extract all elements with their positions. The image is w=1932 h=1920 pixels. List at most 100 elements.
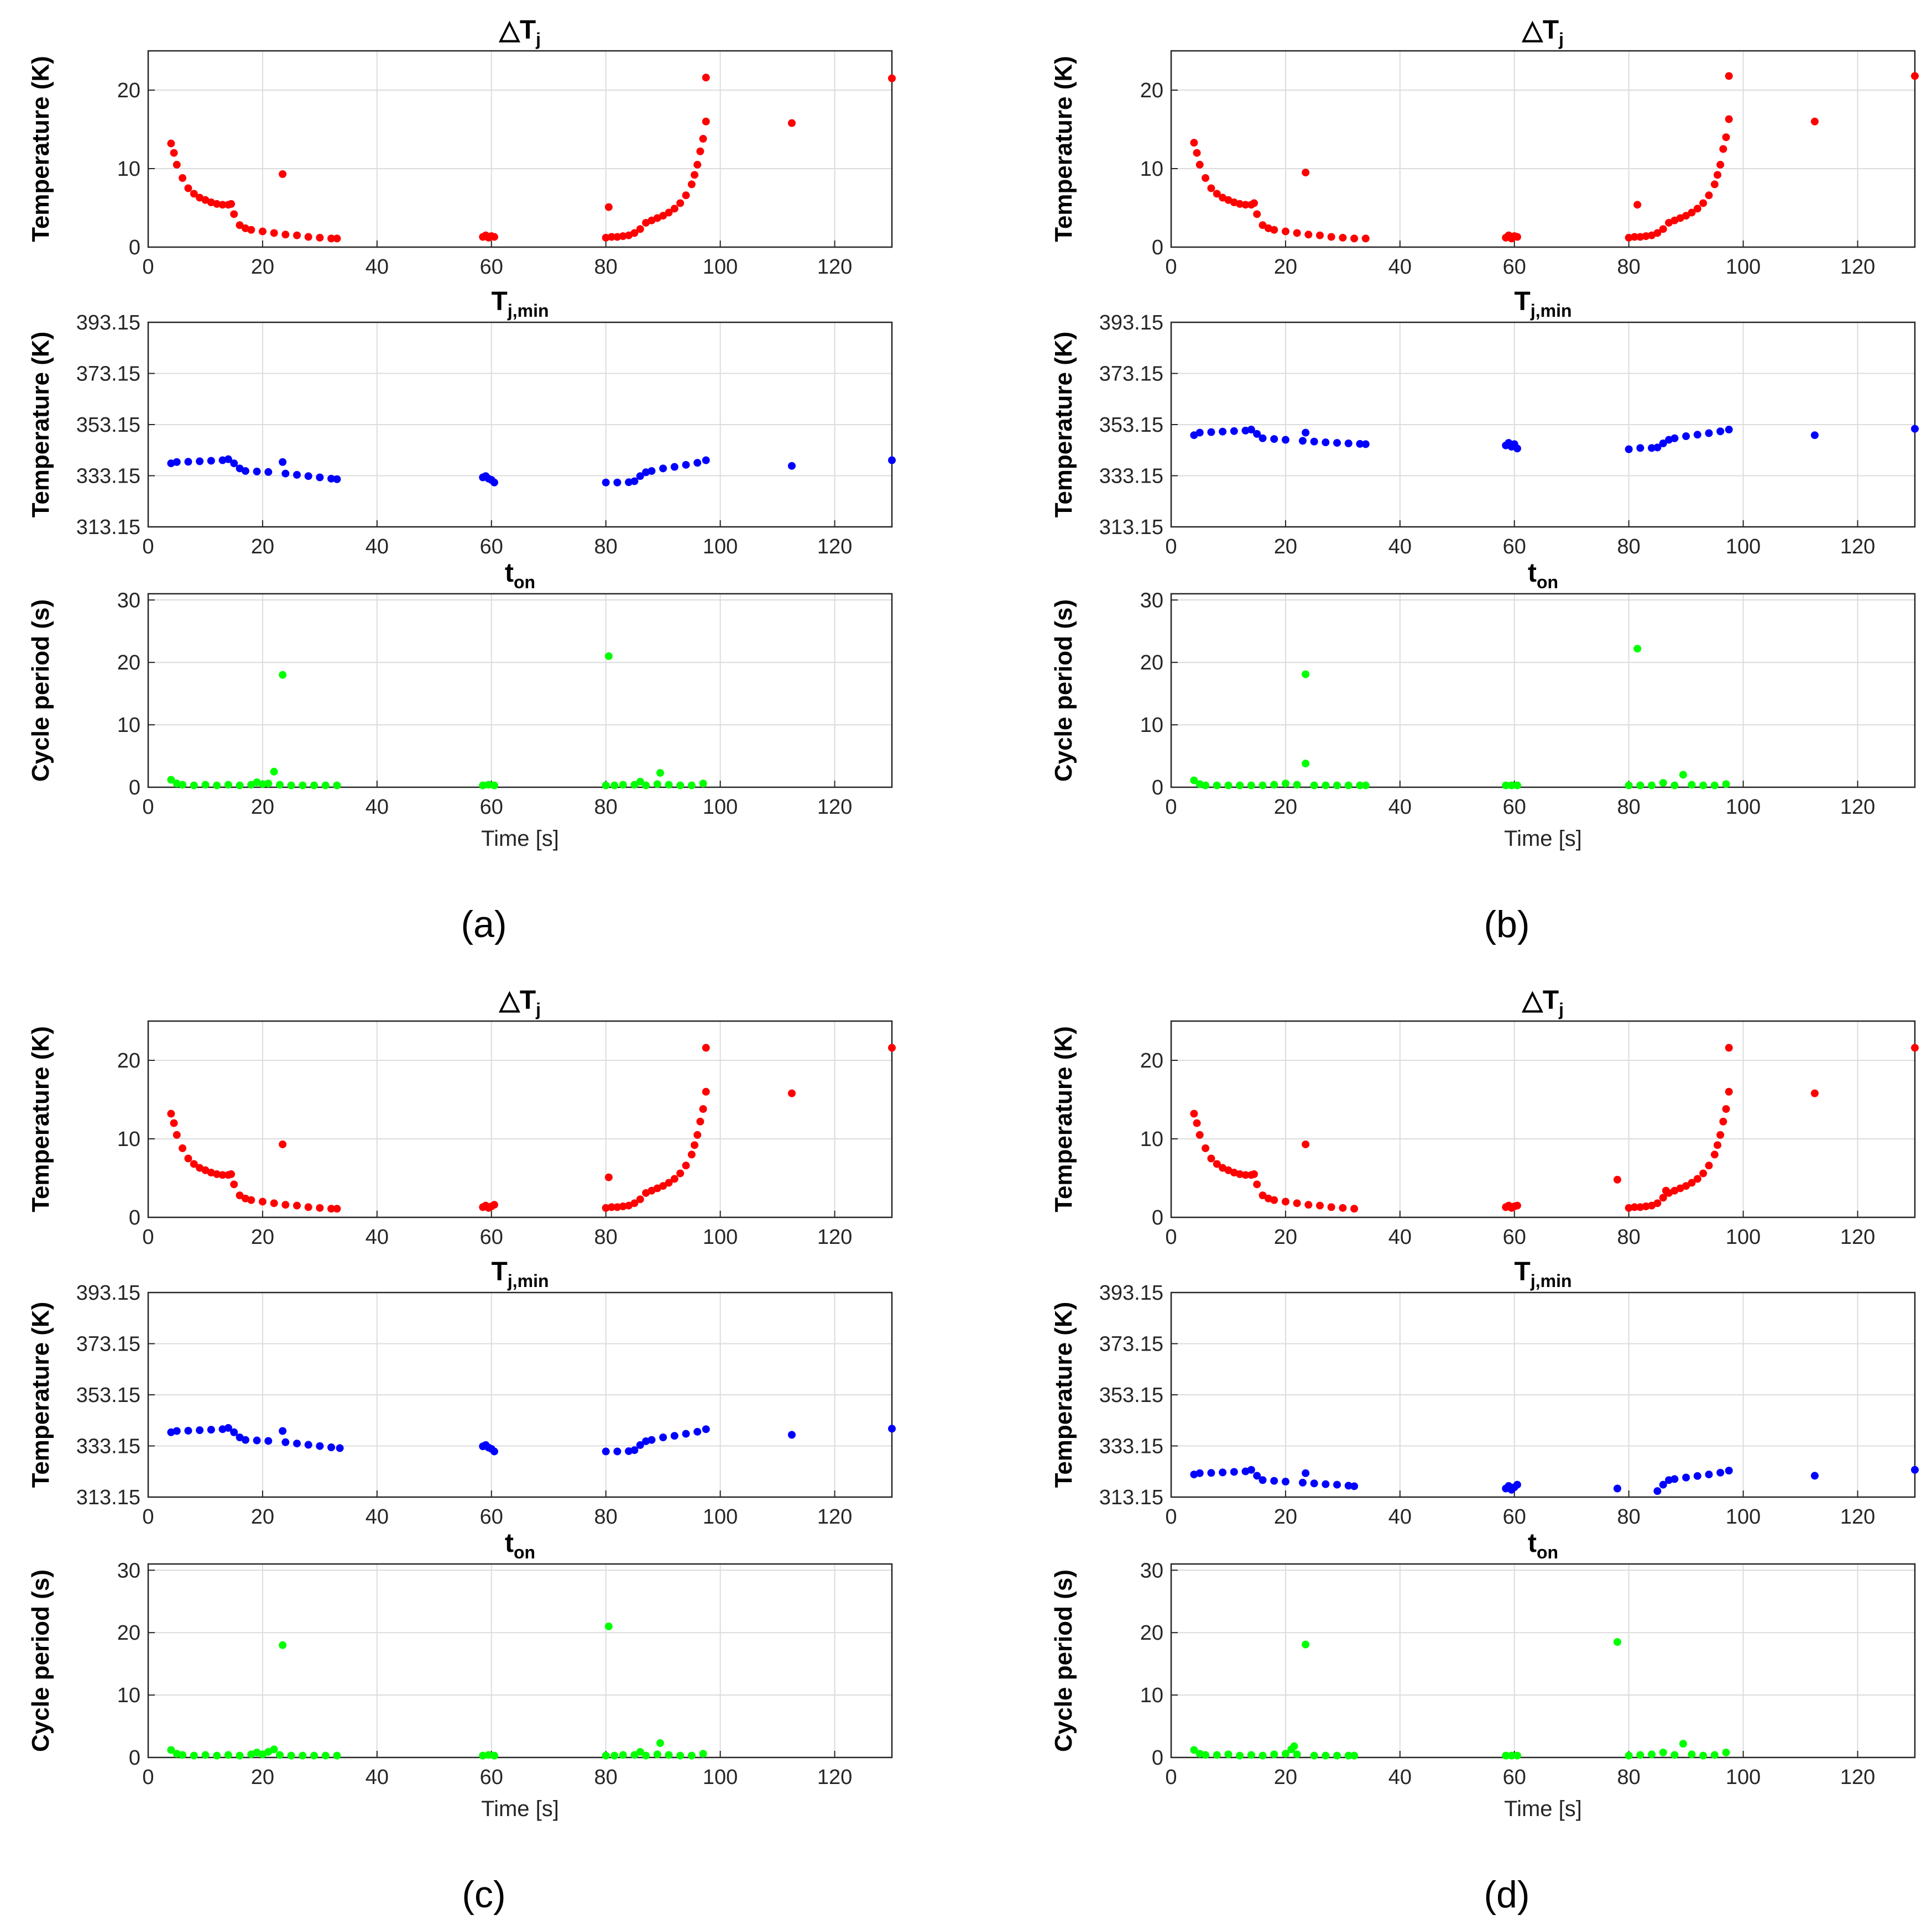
axes-box — [147, 1563, 893, 1759]
data-point — [630, 1446, 639, 1455]
subplot-a-1: 0 20 40 60 80 100 120 313.15 333.15 353.15 373.15 3… — [27, 287, 896, 558]
data-point — [636, 777, 644, 786]
y-tick-label: 30 — [1140, 589, 1163, 612]
data-point — [1253, 430, 1261, 438]
y-tick-label: 333.15 — [76, 465, 140, 488]
data-point — [279, 1140, 287, 1148]
data-point — [1659, 225, 1667, 233]
data-point — [676, 1169, 685, 1178]
data-point — [236, 781, 244, 789]
x-tick-label: 80 — [1617, 1505, 1641, 1529]
data-point — [1281, 436, 1289, 444]
y-axis-label: Temperature (K) — [27, 332, 54, 518]
data-point — [258, 227, 267, 236]
data-point — [196, 1426, 204, 1435]
data-point — [184, 458, 192, 466]
y-tick-label: 10 — [117, 714, 140, 737]
data-point — [275, 1751, 284, 1759]
data-point — [218, 201, 227, 209]
x-tick-label: 120 — [817, 796, 852, 819]
data-point — [1693, 205, 1701, 213]
plot-title-subscript: on — [514, 1542, 535, 1562]
subplot-d-2: 0 20 40 60 80 100 120 0 10 20 30 ton Cycle period (s… — [1050, 1529, 1916, 1821]
plot-title: ton — [505, 1529, 535, 1562]
data-point — [1636, 233, 1644, 241]
data-point — [1648, 444, 1656, 452]
data-point — [702, 117, 710, 125]
data-point — [602, 233, 610, 242]
data-point — [1670, 781, 1679, 789]
data-point — [190, 1751, 198, 1760]
data-point — [1513, 1480, 1521, 1489]
data-point — [1636, 781, 1644, 789]
data-point — [1625, 1751, 1633, 1760]
x-tick-label: 40 — [365, 255, 389, 279]
data-point — [1714, 171, 1722, 179]
panel-caption: (d) — [1484, 1874, 1529, 1916]
x-tick-label: 120 — [1840, 1226, 1875, 1249]
data-point — [270, 767, 278, 776]
data-point — [213, 200, 221, 208]
x-tick-label: 120 — [1840, 255, 1875, 279]
data-point — [184, 1154, 192, 1163]
y-tick-label: 20 — [1140, 651, 1163, 674]
axes-box — [147, 50, 893, 248]
data-point — [630, 781, 639, 789]
data-point — [1270, 1750, 1278, 1759]
x-tick-label: 0 — [142, 1766, 154, 1789]
x-tick-label: 60 — [480, 1226, 503, 1249]
data-point — [293, 1201, 301, 1210]
data-point — [787, 462, 796, 470]
data-point — [1642, 1202, 1650, 1211]
data-point — [1631, 1203, 1639, 1211]
y-axis-label: Temperature (K) — [1050, 1026, 1077, 1212]
data-point — [1333, 1480, 1341, 1489]
data-point — [279, 170, 287, 178]
y-tick-label: 0 — [1152, 236, 1163, 259]
data-point — [602, 1447, 610, 1456]
subplot-d-0: 0 20 40 60 80 100 120 0 10 20 △Tj Temperature (K) — [1050, 986, 1919, 1249]
data-point — [665, 781, 673, 789]
data-point — [1699, 1169, 1708, 1178]
data-point — [1247, 1751, 1255, 1759]
data-point — [636, 1441, 644, 1449]
data-point — [1911, 425, 1919, 433]
data-point — [1710, 1751, 1719, 1759]
y-tick-label: 20 — [1140, 1621, 1163, 1645]
x-tick-label: 100 — [703, 796, 738, 819]
data-point — [1190, 776, 1198, 784]
y-tick-label: 20 — [117, 1621, 140, 1645]
data-point — [1322, 438, 1330, 447]
data-point — [479, 1751, 487, 1760]
plot-area — [148, 1021, 892, 1217]
data-point — [167, 776, 175, 784]
data-point — [310, 1751, 318, 1760]
data-point — [699, 1105, 707, 1113]
series-Tj,min — [167, 1424, 896, 1456]
data-point — [1230, 1468, 1238, 1476]
plot-title-main: T — [492, 287, 508, 316]
data-point — [1270, 781, 1278, 789]
data-point — [490, 1447, 498, 1456]
y-tick-label: 20 — [117, 1049, 140, 1073]
subplot-b-1: 0 20 40 60 80 100 120 313.15 333.15 353.15 373.15 3… — [1050, 287, 1919, 558]
y-tick-label: 333.15 — [76, 1435, 140, 1458]
data-point — [670, 1175, 678, 1183]
y-tick-label: 333.15 — [1099, 1435, 1163, 1458]
x-tick-label: 100 — [703, 255, 738, 279]
data-point — [1302, 428, 1310, 437]
data-point — [484, 781, 493, 789]
data-point — [682, 1162, 690, 1170]
data-point — [665, 208, 673, 217]
plot-title-main: t — [1528, 1529, 1537, 1558]
x-tick-label: 40 — [1388, 255, 1412, 279]
data-point — [1213, 781, 1221, 789]
data-point — [1507, 1751, 1516, 1760]
y-tick-label: 10 — [1140, 714, 1163, 737]
x-tick-label: 60 — [1503, 1226, 1526, 1249]
x-tick-label: 60 — [480, 1766, 503, 1789]
data-point — [693, 160, 702, 169]
x-tick-label: 100 — [703, 1505, 738, 1529]
